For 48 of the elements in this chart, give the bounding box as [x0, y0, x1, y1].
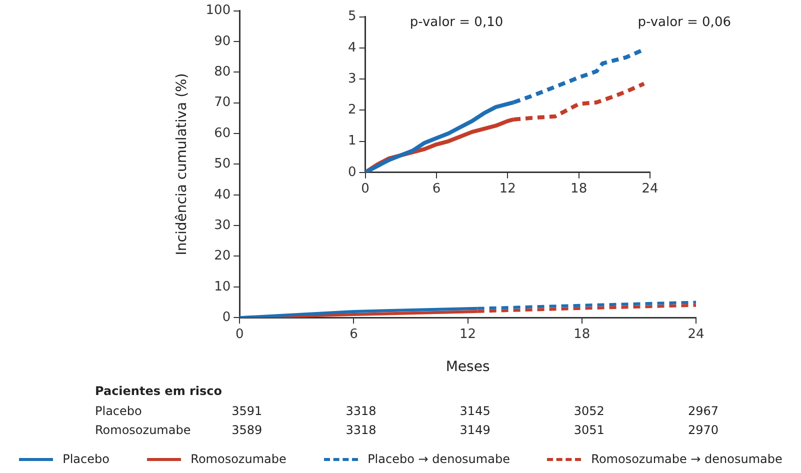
text: Pacientes em risco — [95, 384, 222, 398]
y-tick-label: 1 — [348, 134, 356, 149]
y-tick-label: 50 — [214, 156, 231, 172]
x-tick-label: 0 — [361, 182, 370, 197]
y-axis-title: Incidência cumulativa (%) — [174, 73, 190, 256]
y-tick-label: 5 — [348, 9, 356, 24]
y-tick-label: 30 — [214, 218, 231, 233]
text: 3589 — [232, 423, 262, 437]
y-tick-label: 3 — [348, 71, 356, 86]
text: 3591 — [232, 404, 262, 418]
legend-label: Placebo — [62, 452, 110, 466]
y-tick-label: 20 — [214, 248, 231, 264]
text: 3318 — [346, 404, 376, 418]
x-tick-label: 18 — [574, 326, 590, 342]
text: Romosozumabe — [95, 423, 191, 437]
y-tick-label: 0 — [222, 310, 231, 325]
y-tick-label: 40 — [214, 187, 231, 202]
y-tick-label: 100 — [206, 3, 231, 18]
y-tick-label: 4 — [348, 40, 356, 56]
legend-label: Romosozumabe — [190, 452, 286, 466]
text: 3318 — [346, 423, 376, 437]
x-tick-label: 12 — [499, 182, 516, 197]
x-tick-label: 12 — [460, 326, 476, 342]
y-tick-label: 70 — [214, 95, 231, 110]
annotation: p-valor = 0,10 — [410, 15, 504, 30]
legend-label: Placebo → denosumabe — [368, 452, 510, 466]
y-tick-label: 10 — [214, 279, 231, 294]
x-tick-label: 6 — [432, 182, 441, 197]
text: 2970 — [688, 423, 719, 437]
y-tick-label: 0 — [348, 164, 356, 180]
annotation: p-valor = 0,06 — [638, 15, 731, 30]
y-tick-label: 60 — [214, 126, 231, 141]
text: Placebo — [95, 404, 142, 418]
text: 3149 — [460, 423, 490, 437]
y-tick-label: 80 — [214, 64, 231, 80]
x-tick-label: 0 — [235, 326, 244, 342]
text: 2967 — [688, 404, 719, 418]
y-tick-label: 90 — [214, 34, 231, 49]
text: 3052 — [574, 404, 604, 418]
x-tick-label: 18 — [570, 182, 588, 197]
y-tick-label: 2 — [348, 102, 356, 118]
x-tick-label: 24 — [642, 182, 658, 197]
text: 3145 — [460, 404, 490, 418]
x-tick-label: 6 — [350, 326, 358, 342]
x-axis-title: Meses — [446, 359, 490, 376]
x-tick-label: 24 — [688, 326, 704, 342]
text: 3051 — [574, 423, 604, 437]
legend-label: Romosozumabe → denosumabe — [591, 452, 782, 466]
